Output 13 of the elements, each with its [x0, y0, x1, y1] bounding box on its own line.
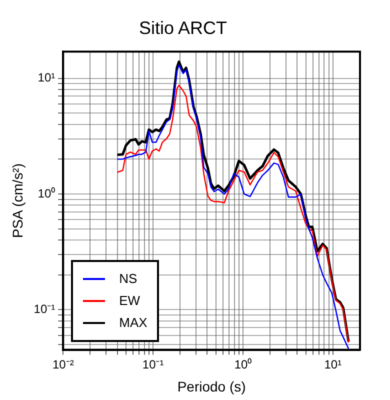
y-tick-label: 10⁰ — [38, 186, 56, 200]
legend-label: NS — [119, 270, 138, 288]
x-tick-label: 10⁻¹ — [142, 357, 164, 372]
legend-label: MAX — [119, 314, 148, 332]
y-axis-title: PSA (cm/s²) — [9, 163, 26, 238]
x-tick-label: 10⁻² — [52, 357, 74, 372]
x-tick-label: 10⁰ — [234, 357, 252, 372]
chart-title: Sitio ARCT — [138, 18, 228, 38]
y-tick-label: 10¹ — [38, 70, 56, 85]
y-tick-label: 10⁻¹ — [34, 302, 56, 316]
legend-label: EW — [119, 292, 140, 310]
x-tick-label: 10¹ — [324, 357, 342, 372]
x-axis-title: Periodo (s) — [177, 378, 246, 394]
